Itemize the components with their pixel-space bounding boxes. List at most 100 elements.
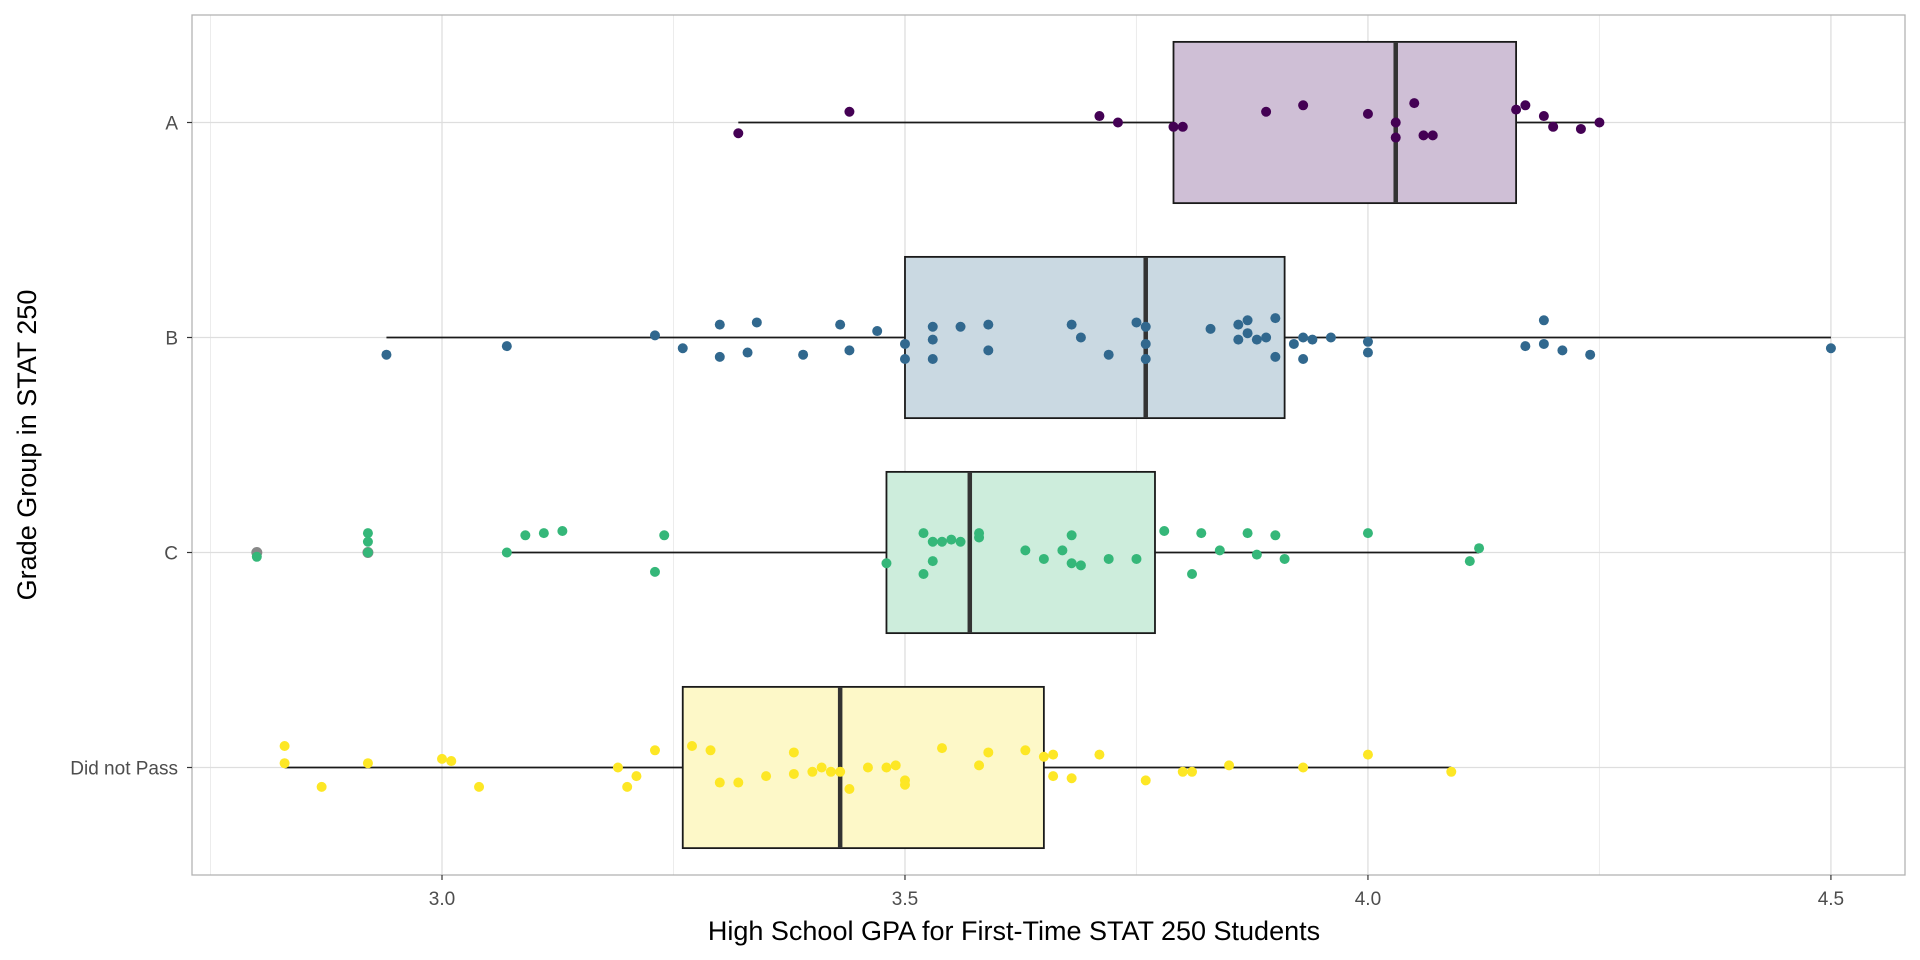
data-point <box>631 771 642 782</box>
data-point <box>835 766 846 777</box>
data-point <box>1038 553 1049 564</box>
data-point <box>1168 121 1179 132</box>
data-point <box>918 569 929 579</box>
data-point <box>1390 117 1401 128</box>
data-point <box>825 766 836 777</box>
data-point <box>251 551 262 562</box>
data-point <box>1362 347 1373 358</box>
data-point <box>557 526 568 536</box>
data-point <box>649 566 660 577</box>
data-point <box>816 762 827 773</box>
data-point <box>788 747 799 758</box>
data-point <box>1520 341 1531 352</box>
data-point <box>1548 121 1559 132</box>
data-point <box>1112 117 1123 128</box>
data-point <box>844 106 855 117</box>
data-point <box>474 781 485 792</box>
data-point <box>1187 766 1198 777</box>
data-point <box>1057 545 1068 556</box>
data-point <box>362 528 373 539</box>
jitter-points <box>251 98 1836 794</box>
data-point <box>538 528 549 539</box>
data-point <box>1390 132 1401 143</box>
data-point <box>1298 100 1309 111</box>
data-point <box>362 547 373 558</box>
data-point <box>659 530 670 541</box>
data-point <box>1131 553 1142 564</box>
data-point <box>1520 100 1531 111</box>
data-point <box>927 536 938 547</box>
data-point <box>927 556 938 567</box>
plot-panel-border <box>191 14 1906 876</box>
iqr-box <box>1172 40 1518 205</box>
data-point <box>279 741 290 751</box>
data-point <box>362 758 373 769</box>
data-point <box>872 326 883 337</box>
data-point <box>1270 313 1281 324</box>
data-point <box>761 771 772 782</box>
data-point <box>1270 351 1281 362</box>
data-point <box>1538 315 1549 326</box>
data-point <box>1585 349 1596 360</box>
iqr-box <box>885 470 1156 635</box>
data-point <box>1075 332 1086 343</box>
data-point <box>279 758 290 769</box>
data-point <box>1066 530 1077 541</box>
data-point <box>733 777 744 788</box>
data-point <box>937 743 948 754</box>
data-point <box>890 760 901 771</box>
data-point <box>1177 766 1188 777</box>
data-point <box>983 319 994 330</box>
x-tick-label: 3.0 <box>429 889 455 910</box>
data-point <box>1094 749 1105 760</box>
data-point <box>1066 773 1077 784</box>
data-point <box>1362 108 1373 119</box>
data-point <box>714 319 725 330</box>
y-tick-label: B <box>165 329 178 350</box>
data-point <box>1233 334 1244 345</box>
data-point <box>1140 354 1151 364</box>
data-point <box>520 530 531 541</box>
data-point <box>918 528 929 539</box>
data-point <box>1298 762 1309 773</box>
data-point <box>1020 545 1031 556</box>
data-point <box>714 777 725 788</box>
data-point <box>1075 560 1086 571</box>
data-point <box>946 534 957 545</box>
data-point <box>1187 569 1198 579</box>
data-point <box>862 762 873 773</box>
data-point <box>983 747 994 758</box>
data-point <box>1159 526 1170 536</box>
data-point <box>501 341 512 352</box>
x-axis-title: High School GPA for First-Time STAT 250 … <box>708 916 1320 946</box>
data-point <box>1575 123 1586 134</box>
data-point <box>1103 349 1114 360</box>
data-point <box>612 762 623 773</box>
data-point <box>677 343 688 354</box>
data-point <box>1511 104 1522 115</box>
data-point <box>437 753 448 764</box>
data-point <box>1140 775 1151 786</box>
data-point <box>1464 556 1475 567</box>
data-point <box>881 558 892 569</box>
data-point <box>1131 317 1142 328</box>
data-point <box>1279 553 1290 564</box>
data-point <box>881 762 892 773</box>
data-point <box>446 756 457 767</box>
data-point <box>899 779 910 790</box>
data-point <box>798 349 809 360</box>
data-point <box>649 330 660 341</box>
data-point <box>705 745 716 756</box>
data-point <box>1362 528 1373 539</box>
data-point <box>1224 760 1235 771</box>
data-point <box>844 345 855 356</box>
y-tick-label: Did not Pass <box>70 759 178 780</box>
data-point <box>1288 338 1299 349</box>
x-tick-label: 4.5 <box>1818 889 1844 910</box>
data-point <box>1242 315 1253 326</box>
data-point <box>1066 558 1077 569</box>
data-point <box>1205 323 1216 334</box>
boxplot-a <box>738 40 1600 205</box>
data-point <box>974 532 985 543</box>
